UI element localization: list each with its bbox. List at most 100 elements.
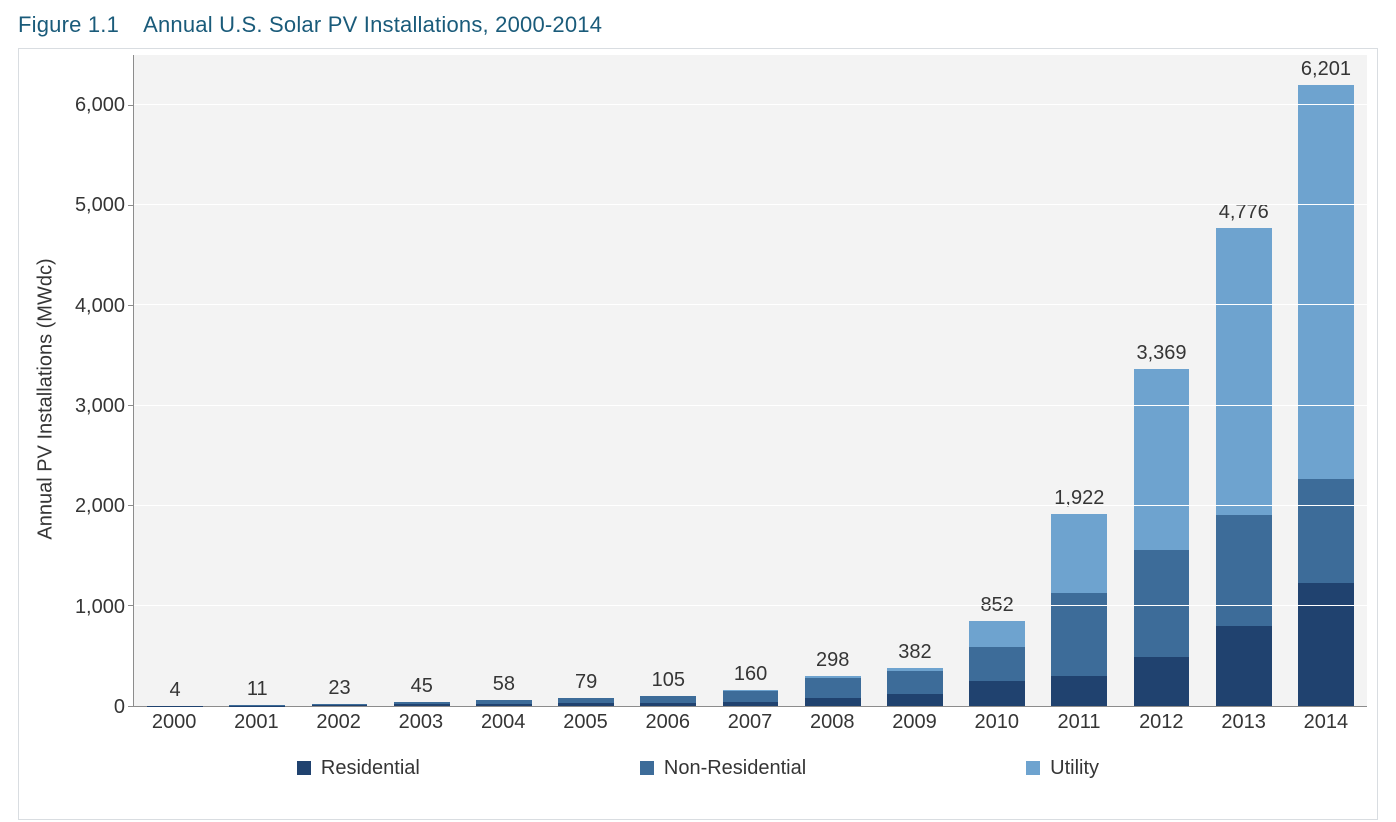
x-tick-label: 2006 [627,707,709,743]
bar-stack [1051,514,1107,706]
x-tick-label: 2011 [1038,707,1120,743]
bar-total-label: 382 [898,641,931,664]
plot-area: 411234558791051602983828521,9223,3694,77… [133,55,1367,707]
bar-segment-residential [1298,583,1354,706]
x-tick-label: 2009 [873,707,955,743]
bar-stack [476,700,532,706]
figure-title-prefix: Figure 1.1 [18,12,119,37]
bar-stack [887,668,943,706]
x-tick-label: 2014 [1285,707,1367,743]
bar-slot: 23 [298,55,380,706]
bar-slot: 298 [792,55,874,706]
bar-segment-non-residential [1216,515,1272,626]
bar-slot: 4 [134,55,216,706]
bar-stack [969,621,1025,706]
y-tick-mark [128,605,134,606]
y-tick-mark [128,205,134,206]
bar-slot: 3,369 [1120,55,1202,706]
y-tick-label: 3,000 [75,396,133,416]
y-axis-label-column: Annual PV Installations (MWdc) [29,55,63,743]
bar-slot: 105 [627,55,709,706]
bar-segment-utility [1051,514,1107,593]
legend-label: Utility [1050,757,1099,780]
bar-total-label: 160 [734,663,767,686]
y-tick-mark [128,505,134,506]
bar-segment-residential [1216,626,1272,706]
bar-segment-non-residential [1134,550,1190,657]
bar-total-label: 105 [652,669,685,692]
bar-stack [1298,85,1354,706]
gridline [134,505,1367,506]
bar-slot: 11 [216,55,298,706]
bar-stack [1134,369,1190,706]
bar-stack [229,705,285,706]
bar-segment-residential [312,705,368,706]
bar-total-label: 11 [247,678,268,701]
bar-segment-residential [1134,657,1190,706]
y-tick-label: 1,000 [75,597,133,617]
bar-stack [558,698,614,706]
legend-swatch [640,761,654,775]
x-tick-label: 2001 [215,707,297,743]
bar-slot: 1,922 [1038,55,1120,706]
bar-total-label: 58 [493,673,515,696]
bar-total-label: 45 [411,675,433,698]
bar-segment-non-residential [723,691,779,702]
bar-total-label: 1,922 [1054,487,1104,510]
x-tick-label: 2005 [544,707,626,743]
x-tick-label: 2000 [133,707,215,743]
bar-total-label: 298 [816,649,849,672]
y-tick-label: 2,000 [75,496,133,516]
bar-stack [1216,228,1272,706]
x-axis: 2000200120022003200420052006200720082009… [133,707,1367,743]
bar-segment-residential [394,704,450,706]
chart-row: Annual PV Installations (MWdc) 0 1,000 2,0… [29,55,1367,743]
legend: ResidentialNon-ResidentialUtility [29,743,1367,793]
x-tick-label: 2002 [298,707,380,743]
bar-segment-non-residential [1298,479,1354,583]
y-tick-mark [128,405,134,406]
x-tick-label: 2003 [380,707,462,743]
bar-segment-utility [1134,369,1190,550]
y-axis-label: Annual PV Installations (MWdc) [35,258,58,539]
y-tick-label: 4,000 [75,296,133,316]
bar-segment-non-residential [887,671,943,694]
chart-panel: Annual PV Installations (MWdc) 0 1,000 2,0… [18,48,1378,820]
bar-slot: 79 [545,55,627,706]
bar-stack [312,704,368,706]
figure-container: Figure 1.1 Annual U.S. Solar PV Installa… [0,0,1396,822]
bar-segment-utility [1216,228,1272,515]
bar-slot: 6,201 [1285,55,1367,706]
bar-stack [723,690,779,706]
y-tick-mark [128,305,134,306]
gridline [134,304,1367,305]
bar-segment-non-residential [805,678,861,698]
figure-title: Figure 1.1 Annual U.S. Solar PV Installa… [18,12,1378,38]
y-tick-label: 0 [114,697,133,717]
bar-segment-residential [229,706,285,707]
y-tick-mark [128,706,134,707]
legend-item-residential: Residential [297,757,420,780]
bar-total-label: 3,369 [1137,342,1187,365]
bar-total-label: 4 [170,679,181,702]
bars-container: 411234558791051602983828521,9223,3694,77… [134,55,1367,706]
x-tick-label: 2008 [791,707,873,743]
bar-stack [394,702,450,707]
bar-segment-residential [723,702,779,707]
y-tick-label: 6,000 [75,95,133,115]
bar-stack [640,696,696,707]
bar-slot: 4,776 [1203,55,1285,706]
x-tick-label: 2013 [1202,707,1284,743]
bar-segment-residential [558,703,614,706]
bar-total-label: 23 [328,677,350,700]
legend-swatch [1026,761,1040,775]
gridline [134,605,1367,606]
gridline [134,204,1367,205]
gridline [134,405,1367,406]
y-tick-label: 5,000 [75,195,133,215]
bar-segment-residential [476,704,532,707]
bar-segment-non-residential [969,647,1025,681]
x-tick-label: 2004 [462,707,544,743]
bar-segment-utility [969,621,1025,647]
bar-segment-utility [1298,85,1354,479]
